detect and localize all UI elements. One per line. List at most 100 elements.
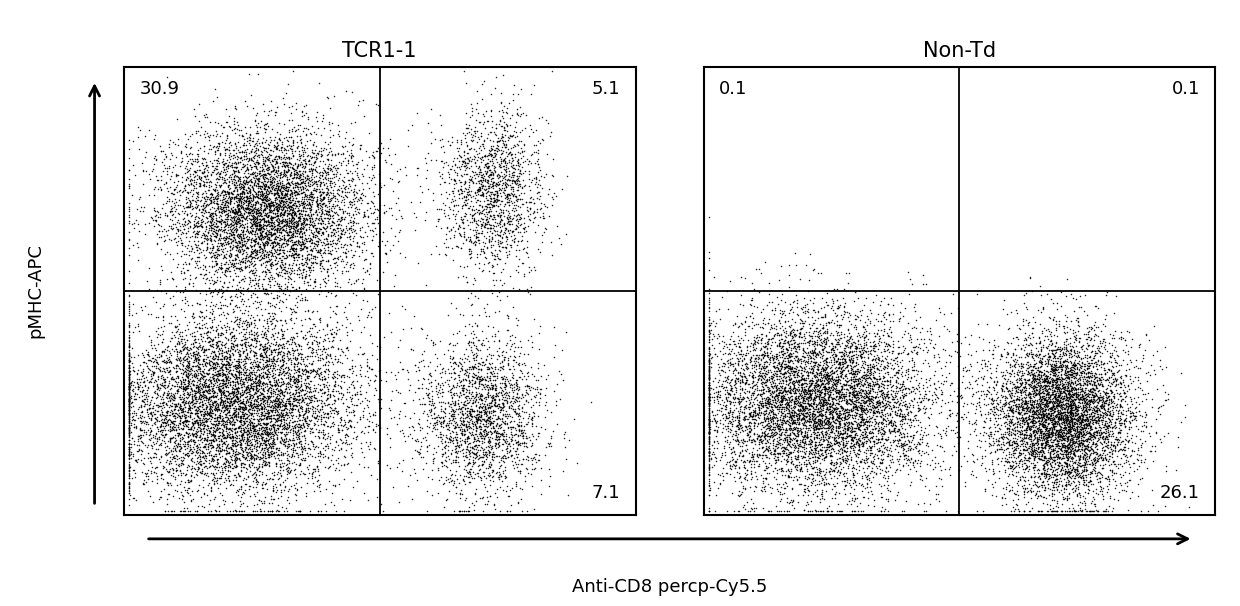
Point <box>981 427 1001 437</box>
Point <box>1011 407 1030 417</box>
Point <box>293 149 312 159</box>
Point <box>820 407 839 417</box>
Point <box>270 270 290 280</box>
Point <box>325 258 345 267</box>
Point <box>735 504 755 514</box>
Point <box>1038 430 1058 439</box>
Point <box>1013 438 1033 448</box>
Point <box>1053 379 1073 388</box>
Point <box>883 387 903 396</box>
Point <box>1058 415 1078 425</box>
Point <box>343 366 363 376</box>
Point <box>308 247 327 256</box>
Point <box>718 356 738 366</box>
Point <box>784 307 804 317</box>
Point <box>556 442 575 452</box>
Point <box>229 471 249 481</box>
Point <box>1001 388 1021 398</box>
Point <box>799 330 818 339</box>
Point <box>999 399 1019 409</box>
Point <box>208 395 228 404</box>
Point <box>435 475 455 485</box>
Point <box>1075 415 1095 424</box>
Point <box>1040 444 1060 454</box>
Point <box>386 149 405 159</box>
Point <box>263 396 283 405</box>
Point <box>208 204 228 214</box>
Point <box>165 161 185 170</box>
Point <box>760 405 780 415</box>
Point <box>1105 326 1125 336</box>
Point <box>284 187 304 197</box>
Point <box>1117 399 1137 408</box>
Point <box>268 332 288 342</box>
Point <box>785 398 805 408</box>
Point <box>1063 325 1083 335</box>
Point <box>799 358 818 368</box>
Point <box>486 427 506 437</box>
Point <box>852 409 872 419</box>
Point <box>756 413 776 423</box>
Point <box>830 439 849 449</box>
Point <box>508 158 528 168</box>
Point <box>177 172 197 182</box>
Point <box>360 362 379 372</box>
Point <box>233 294 253 304</box>
Point <box>274 339 294 349</box>
Point <box>285 216 305 226</box>
Point <box>491 210 511 220</box>
Point <box>497 175 517 185</box>
Point <box>1099 413 1118 423</box>
Point <box>343 213 363 223</box>
Point <box>901 353 921 362</box>
Point <box>264 410 284 419</box>
Point <box>1099 428 1118 438</box>
Point <box>215 445 234 454</box>
Point <box>185 273 205 282</box>
Point <box>119 428 139 438</box>
Point <box>122 385 141 395</box>
Point <box>844 445 864 455</box>
Point <box>1071 368 1091 378</box>
Point <box>908 406 928 416</box>
Point <box>221 298 241 308</box>
Point <box>290 482 310 492</box>
Point <box>279 179 299 188</box>
Point <box>1063 483 1083 493</box>
Point <box>833 365 853 375</box>
Point <box>246 198 265 208</box>
Point <box>274 190 294 199</box>
Point <box>314 193 334 202</box>
Point <box>193 350 213 359</box>
Point <box>250 122 270 132</box>
Point <box>699 393 719 403</box>
Point <box>853 338 873 348</box>
Point <box>350 143 370 153</box>
Point <box>335 214 355 224</box>
Point <box>165 184 185 194</box>
Point <box>699 370 719 379</box>
Point <box>817 404 837 413</box>
Point <box>481 408 501 418</box>
Point <box>1024 455 1044 465</box>
Point <box>749 404 769 414</box>
Point <box>274 220 294 230</box>
Point <box>216 376 236 386</box>
Point <box>1070 473 1090 482</box>
Point <box>1060 403 1080 413</box>
Point <box>495 374 515 384</box>
Point <box>184 442 203 452</box>
Point <box>983 429 1003 439</box>
Point <box>296 418 316 428</box>
Point <box>1033 464 1053 473</box>
Point <box>801 390 821 400</box>
Point <box>254 379 274 389</box>
Point <box>232 265 252 275</box>
Point <box>461 213 481 223</box>
Point <box>270 462 290 472</box>
Point <box>119 442 139 452</box>
Point <box>507 132 527 141</box>
Point <box>805 383 825 393</box>
Point <box>854 419 874 429</box>
Point <box>1025 413 1045 422</box>
